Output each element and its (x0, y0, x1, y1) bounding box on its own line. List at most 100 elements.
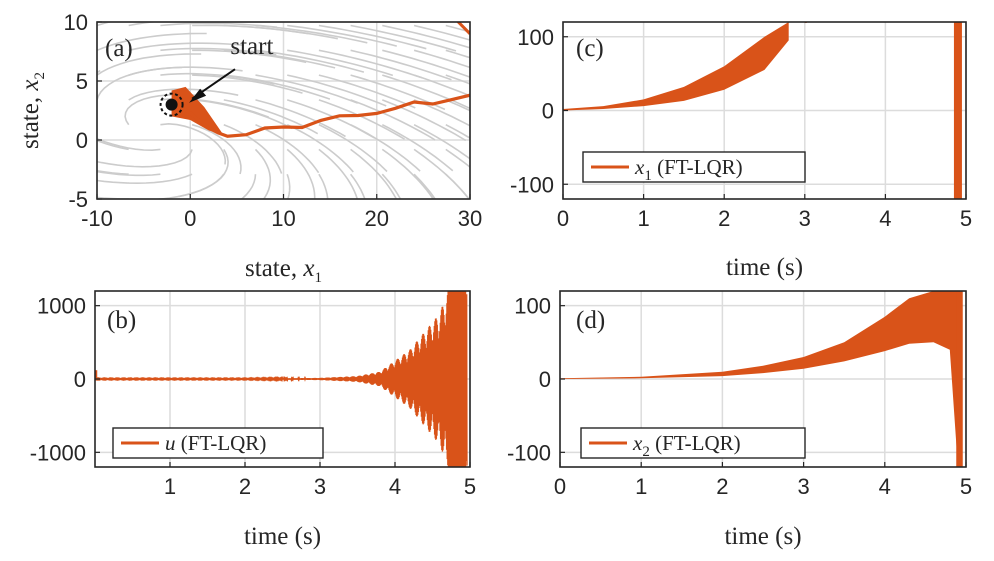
streamline (413, 173, 437, 199)
y-tick-label: -100 (507, 440, 551, 465)
streamline (223, 24, 338, 40)
streamline (128, 42, 244, 52)
streamline (154, 173, 225, 199)
x-tick-label: 5 (960, 474, 972, 499)
gridlines (96, 21, 471, 200)
streamline (223, 49, 336, 69)
streamline (254, 148, 272, 199)
series-u-saturated (449, 291, 467, 467)
streamline (318, 99, 406, 140)
streamline (350, 24, 457, 52)
streamline (192, 99, 293, 130)
x-tick-label: 20 (365, 206, 389, 231)
streamline (318, 49, 423, 79)
streamline (287, 49, 394, 77)
streamline (240, 174, 257, 199)
series-x2-band (560, 291, 958, 467)
streamline (445, 99, 470, 112)
streamline (160, 47, 277, 56)
streamline (445, 148, 470, 169)
y-tick-label: 10 (64, 10, 88, 35)
series-x1-spike (953, 22, 962, 199)
streamline (318, 173, 329, 199)
y-tick-label: 1000 (37, 294, 86, 319)
legend: u (FT-LQR) (112, 427, 324, 459)
panel-tag: (b) (107, 307, 136, 334)
series-x2-collapse (956, 291, 963, 467)
x-axis-label: state, x1 (245, 255, 322, 286)
x-tick-label: 0 (557, 206, 569, 231)
x-tick-label: 2 (718, 206, 730, 231)
x-tick-label: 4 (879, 206, 891, 231)
streamline (222, 198, 224, 199)
x-axis-label: time (s) (726, 254, 803, 281)
streamline (381, 148, 435, 199)
streamline (413, 74, 470, 97)
streamline (381, 123, 454, 172)
start-annotation: start (230, 33, 273, 60)
x-tick-label: 1 (164, 474, 176, 499)
start-marker-dot (165, 98, 178, 111)
x-tick-label: 30 (458, 206, 482, 231)
y-tick-label: -5 (68, 187, 88, 212)
streamline (318, 24, 427, 50)
streamline (318, 123, 388, 173)
legend: x1 (FT-LQR) (582, 151, 806, 184)
x-tick-label: 3 (799, 206, 811, 231)
streamline (286, 123, 354, 173)
trajectory-line (171, 93, 470, 138)
y-tick-label: 0 (539, 367, 551, 392)
y-axis-label: state, x2 (17, 72, 48, 149)
start-marker-ring (159, 92, 184, 117)
x-tick-label: 3 (797, 474, 809, 499)
streamline (192, 74, 303, 94)
streamline (255, 123, 320, 174)
streamline (413, 49, 470, 69)
plot-area (560, 291, 963, 467)
x-tick-label: 10 (271, 206, 295, 231)
x-axis-label: time (s) (724, 523, 801, 550)
streamline (350, 198, 352, 199)
x-tick-label: 0 (184, 206, 196, 231)
y-tick-label: 100 (514, 294, 551, 319)
streamline (97, 173, 193, 185)
x-tick-label: 0 (554, 474, 566, 499)
legend-label: x2 (FT-LQR) (632, 431, 741, 460)
streamline (160, 122, 227, 165)
panel-tag: (d) (576, 307, 605, 334)
streamline (255, 49, 365, 73)
x-axis-label: time (s) (244, 523, 321, 550)
streamline (350, 99, 436, 141)
plot-area (97, 22, 470, 199)
streamline (350, 123, 421, 172)
streamline (97, 170, 161, 177)
streamline (287, 24, 397, 47)
streamline (255, 74, 358, 104)
x-tick-label: 1 (635, 474, 647, 499)
legend-label: x1 (FT-LQR) (634, 155, 743, 184)
streamline (255, 99, 346, 138)
x-tick-label: -10 (81, 206, 113, 231)
streamline (97, 137, 161, 152)
y-tick-label: 100 (517, 25, 554, 50)
streamline (382, 74, 470, 110)
streamline (223, 123, 283, 174)
panel-tag: (a) (105, 35, 133, 62)
x-tick-label: 4 (389, 474, 401, 499)
streamline (414, 198, 416, 199)
streamline (223, 74, 331, 100)
x-tick-label: 4 (879, 474, 891, 499)
streamline (381, 173, 402, 199)
streamline (191, 123, 242, 175)
streamline (413, 123, 470, 160)
y-tick-label: 0 (74, 367, 86, 392)
streamline (97, 139, 129, 151)
streamline (349, 173, 366, 199)
streamline (318, 74, 416, 109)
streamline (287, 74, 387, 107)
panel-tag: (c) (576, 35, 604, 62)
panel-b-control-input: (b) u (FT-LQR) 1 2 3 4 5 -1000 0 1000 time (s) (30, 290, 476, 550)
streamline (318, 148, 359, 199)
streamline (413, 99, 470, 127)
